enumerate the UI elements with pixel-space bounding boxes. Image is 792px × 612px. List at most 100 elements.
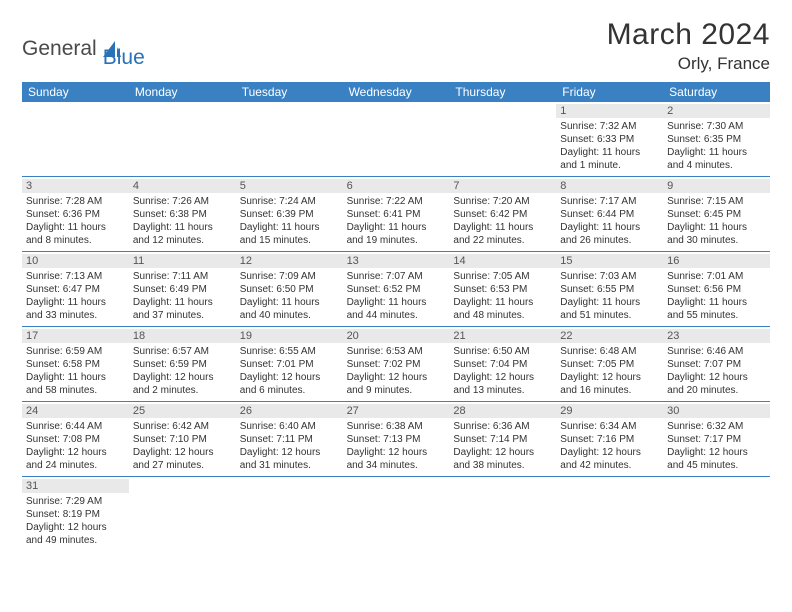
day-number: 8 [556,179,663,193]
sunrise-text: Sunrise: 7:24 AM [240,195,339,208]
sunrise-text: Sunrise: 6:46 AM [667,345,766,358]
weekday-header: Sunday [22,82,129,102]
sunset-text: Sunset: 6:58 PM [26,358,125,371]
daylight-text: Daylight: 11 hours and 15 minutes. [240,221,339,247]
day-info: Sunrise: 7:32 AMSunset: 6:33 PMDaylight:… [560,120,659,172]
day-cell: 10Sunrise: 7:13 AMSunset: 6:47 PMDayligh… [22,252,129,326]
day-cell [343,102,450,176]
day-number: 26 [236,404,343,418]
sunrise-text: Sunrise: 6:36 AM [453,420,552,433]
day-cell: 27Sunrise: 6:38 AMSunset: 7:13 PMDayligh… [343,402,450,476]
day-cell: 9 Sunrise: 7:15 AMSunset: 6:45 PMDaylight… [663,177,770,251]
week-row: 24Sunrise: 6:44 AMSunset: 7:08 PMDayligh… [22,402,770,477]
sunset-text: Sunset: 6:44 PM [560,208,659,221]
day-info: Sunrise: 7:26 AMSunset: 6:38 PMDaylight:… [133,195,232,247]
day-info: Sunrise: 7:13 AMSunset: 6:47 PMDaylight:… [26,270,125,322]
sunset-text: Sunset: 6:36 PM [26,208,125,221]
sunrise-text: Sunrise: 6:50 AM [453,345,552,358]
daylight-text: Daylight: 11 hours and 19 minutes. [347,221,446,247]
daylight-text: Daylight: 11 hours and 33 minutes. [26,296,125,322]
day-cell [236,102,343,176]
day-info: Sunrise: 7:29 AMSunset: 8:19 PMDaylight:… [26,495,125,547]
day-number: 9 [663,179,770,193]
day-cell [556,477,663,551]
day-info: Sunrise: 6:57 AMSunset: 6:59 PMDaylight:… [133,345,232,397]
day-number: 24 [22,404,129,418]
sunrise-text: Sunrise: 6:59 AM [26,345,125,358]
day-info: Sunrise: 7:03 AMSunset: 6:55 PMDaylight:… [560,270,659,322]
week-row: 3Sunrise: 7:28 AMSunset: 6:36 PMDaylight… [22,177,770,252]
brand-word2: Blue [103,46,145,69]
day-cell: 7Sunrise: 7:20 AMSunset: 6:42 PMDaylight… [449,177,556,251]
sunset-text: Sunset: 6:56 PM [667,283,766,296]
sunrise-text: Sunrise: 7:15 AM [667,195,766,208]
sunrise-text: Sunrise: 7:26 AM [133,195,232,208]
day-cell: 23Sunrise: 6:46 AMSunset: 7:07 PMDayligh… [663,327,770,401]
day-number: 18 [129,329,236,343]
day-number: 27 [343,404,450,418]
weekday-header: Friday [556,82,663,102]
month-title: March 2024 [607,18,770,52]
sunrise-text: Sunrise: 6:57 AM [133,345,232,358]
sunset-text: Sunset: 6:45 PM [667,208,766,221]
daylight-text: Daylight: 12 hours and 16 minutes. [560,371,659,397]
sunset-text: Sunset: 8:19 PM [26,508,125,521]
sunrise-text: Sunrise: 7:20 AM [453,195,552,208]
day-info: Sunrise: 7:15 AMSunset: 6:45 PMDaylight:… [667,195,766,247]
sunrise-text: Sunrise: 6:48 AM [560,345,659,358]
day-number: 17 [22,329,129,343]
day-cell: 25Sunrise: 6:42 AMSunset: 7:10 PMDayligh… [129,402,236,476]
day-info: Sunrise: 7:28 AMSunset: 6:36 PMDaylight:… [26,195,125,247]
daylight-text: Daylight: 12 hours and 45 minutes. [667,446,766,472]
day-cell: 14 Sunrise: 7:05 AMSunset: 6:53 PMDayligh… [449,252,556,326]
day-number: 14 [449,254,556,268]
day-number: 2 [663,104,770,118]
day-number: 13 [343,254,450,268]
day-cell: 1 Sunrise: 7:32 AMSunset: 6:33 PMDaylight… [556,102,663,176]
daylight-text: Daylight: 12 hours and 42 minutes. [560,446,659,472]
daylight-text: Daylight: 12 hours and 34 minutes. [347,446,446,472]
sunrise-text: Sunrise: 6:42 AM [133,420,232,433]
day-cell: 5Sunrise: 7:24 AMSunset: 6:39 PMDaylight… [236,177,343,251]
week-row: 31 Sunrise: 7:29 AMSunset: 8:19 PMDayligh… [22,477,770,551]
day-info: Sunrise: 7:17 AMSunset: 6:44 PMDaylight:… [560,195,659,247]
daylight-text: Daylight: 11 hours and 44 minutes. [347,296,446,322]
sunset-text: Sunset: 7:11 PM [240,433,339,446]
page-header: General Blue March 2024 Orly, France [22,18,770,74]
sunset-text: Sunset: 7:16 PM [560,433,659,446]
day-info: Sunrise: 6:40 AMSunset: 7:11 PMDaylight:… [240,420,339,472]
day-number: 23 [663,329,770,343]
day-cell [663,477,770,551]
week-row: 17Sunrise: 6:59 AMSunset: 6:58 PMDayligh… [22,327,770,402]
day-number: 31 [22,479,129,493]
day-cell: 6Sunrise: 7:22 AMSunset: 6:41 PMDaylight… [343,177,450,251]
day-info: Sunrise: 6:59 AMSunset: 6:58 PMDaylight:… [26,345,125,397]
sunrise-text: Sunrise: 7:17 AM [560,195,659,208]
sunset-text: Sunset: 7:05 PM [560,358,659,371]
day-cell [22,102,129,176]
day-cell [343,477,450,551]
sunset-text: Sunset: 7:14 PM [453,433,552,446]
daylight-text: Daylight: 12 hours and 20 minutes. [667,371,766,397]
day-cell: 21Sunrise: 6:50 AMSunset: 7:04 PMDayligh… [449,327,556,401]
day-number: 20 [343,329,450,343]
day-cell [129,477,236,551]
daylight-text: Daylight: 11 hours and 4 minutes. [667,146,766,172]
daylight-text: Daylight: 11 hours and 1 minute. [560,146,659,172]
sunrise-text: Sunrise: 6:53 AM [347,345,446,358]
sunrise-text: Sunrise: 6:44 AM [26,420,125,433]
day-number: 30 [663,404,770,418]
sunset-text: Sunset: 6:33 PM [560,133,659,146]
title-block: March 2024 Orly, France [607,18,770,74]
weekday-header: Wednesday [343,82,450,102]
day-number: 1 [556,104,663,118]
day-info: Sunrise: 7:05 AMSunset: 6:53 PMDaylight:… [453,270,552,322]
day-cell [129,102,236,176]
day-number: 22 [556,329,663,343]
daylight-text: Daylight: 11 hours and 51 minutes. [560,296,659,322]
daylight-text: Daylight: 12 hours and 38 minutes. [453,446,552,472]
weekday-header: Saturday [663,82,770,102]
day-info: Sunrise: 7:20 AMSunset: 6:42 PMDaylight:… [453,195,552,247]
day-cell: 11Sunrise: 7:11 AMSunset: 6:49 PMDayligh… [129,252,236,326]
sunset-text: Sunset: 6:35 PM [667,133,766,146]
